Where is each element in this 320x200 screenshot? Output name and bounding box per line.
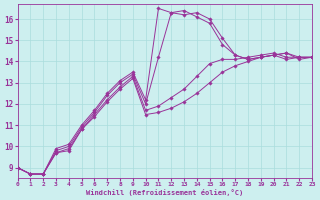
X-axis label: Windchill (Refroidissement éolien,°C): Windchill (Refroidissement éolien,°C) bbox=[86, 189, 244, 196]
